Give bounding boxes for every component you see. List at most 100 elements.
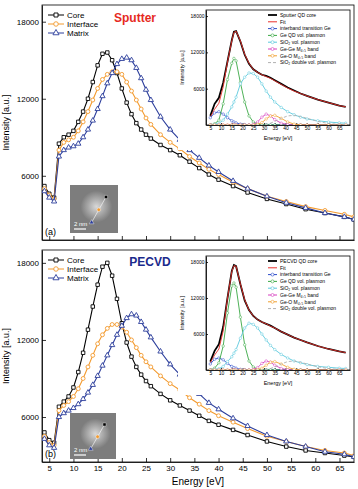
tick: 55 [315, 123, 321, 131]
marker [252, 366, 255, 369]
legend-label: Sputter QD core [280, 12, 316, 18]
marker [306, 369, 309, 370]
marker [158, 348, 163, 353]
tick-label: 12000 [17, 336, 40, 345]
y-axis-line [42, 6, 43, 241]
tick-label: 30 [262, 125, 268, 131]
marker [265, 118, 268, 121]
marker [207, 419, 210, 422]
tick-label: 18000 [191, 13, 205, 19]
series-line [210, 323, 345, 370]
marker [351, 454, 354, 459]
marker [197, 155, 202, 160]
marker [274, 360, 277, 363]
marker [86, 110, 90, 114]
marker [246, 191, 249, 194]
tick: 6000 [21, 413, 46, 422]
tick-mark [146, 458, 147, 462]
figure: 60001200018000CoreInterfaceMatrixSputter… [0, 0, 358, 489]
legend-line [268, 49, 277, 50]
tick-mark [194, 458, 195, 462]
tick-label: 45 [239, 464, 248, 473]
tick: 18000 [17, 259, 46, 268]
scale-bar [74, 228, 86, 229]
marker [226, 360, 229, 363]
marker [274, 369, 277, 370]
marker [144, 360, 148, 364]
tick-mark [206, 334, 208, 335]
series-line [210, 115, 345, 125]
micrograph-background [70, 185, 118, 233]
marker [130, 112, 133, 115]
tick-label: 25 [142, 464, 151, 473]
tick: 50 [305, 123, 311, 131]
panel-label: (b) [45, 449, 56, 459]
marker [342, 214, 347, 219]
marker [81, 110, 84, 113]
legend-label: PECVD QD core [280, 258, 317, 264]
marker [235, 348, 238, 351]
y-axis-title: Intensity [a.u.] [1, 328, 11, 384]
legend-line [268, 42, 277, 43]
tick: 12000 [191, 295, 208, 301]
legend-line [268, 35, 277, 36]
tick-mark [194, 236, 195, 240]
legend-label: Fit [280, 265, 286, 271]
marker [67, 400, 71, 404]
marker [168, 399, 171, 402]
tick: 60 [326, 368, 332, 376]
legend-label: Interface [67, 265, 99, 274]
marker [134, 346, 138, 350]
scale-bar-label: 2 nm [74, 221, 87, 227]
marker [280, 106, 283, 109]
profile-marker [89, 220, 94, 224]
marker [245, 423, 250, 428]
marker [71, 395, 75, 399]
marker [105, 80, 110, 85]
legend-item: SiO₂ vol. plasmon [268, 285, 320, 291]
marker [76, 129, 80, 133]
y-axis-line [206, 11, 207, 126]
tick-label: 5 [209, 370, 212, 376]
legend-marker [54, 22, 59, 27]
marker [168, 140, 172, 144]
tick [243, 236, 244, 240]
legend-line [268, 281, 277, 282]
tick-label: 30 [262, 370, 268, 376]
marker [110, 58, 113, 61]
tick: 50 [263, 458, 272, 473]
marker [139, 128, 142, 131]
marker [209, 363, 212, 366]
tick: 60 [311, 458, 320, 473]
marker [213, 112, 216, 115]
marker [197, 161, 201, 165]
marker [235, 60, 238, 63]
series-line [210, 266, 345, 363]
tick [73, 236, 74, 240]
marker [261, 362, 264, 365]
legend-marker [271, 287, 274, 290]
legend-item: Ge QD vol. plasmon [268, 32, 325, 38]
legend-item: Matrix [48, 274, 89, 283]
tick-mark [170, 236, 171, 240]
series-line [210, 73, 345, 125]
legend: PECVD QD coreFitinterband transition GeG… [268, 258, 336, 312]
tick-mark [243, 236, 244, 240]
marker [188, 409, 191, 412]
tick-mark [42, 263, 46, 264]
marker [265, 113, 268, 116]
marker [125, 101, 128, 104]
marker [86, 328, 89, 331]
legend-item: SiO₂ double vol. plasmon [268, 59, 336, 65]
marker [149, 122, 153, 126]
marker [280, 367, 283, 370]
profile-line [92, 197, 106, 222]
marker [134, 98, 138, 102]
marker [231, 285, 234, 288]
marker [159, 392, 162, 395]
tick-label: 50 [263, 464, 272, 473]
inset-chart: 510152025303540455055606560001200018000P… [178, 252, 353, 395]
tick-label: 10 [219, 125, 225, 131]
marker [269, 115, 272, 118]
marker [286, 369, 289, 370]
